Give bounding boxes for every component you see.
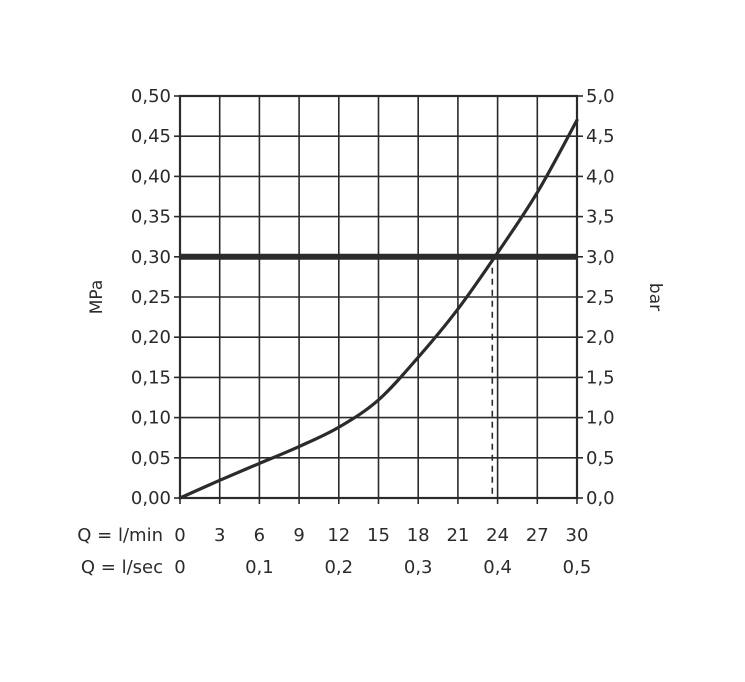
series-line-0 (178, 118, 579, 500)
y-tick-label-left: 0,50 (131, 86, 171, 107)
y-tick-label-left: 0,25 (131, 287, 171, 308)
x-tick-label-primary: 18 (407, 525, 430, 546)
y-tick-label-left: 0,00 (131, 488, 171, 509)
y-axis-title-right: bar (645, 283, 665, 311)
x-tick-label-primary: 27 (526, 525, 549, 546)
tick-label-layer: 0,000,050,100,150,200,250,300,350,400,45… (131, 86, 615, 578)
y-tick-label-left: 0,35 (131, 207, 171, 228)
y-tick-label-right: 2,0 (586, 327, 615, 348)
x-tick-label-primary: 0 (174, 525, 185, 546)
plot-frame (178, 94, 579, 500)
y-tick-label-right: 1,0 (586, 408, 615, 429)
y-tick-label-left: 0,40 (131, 166, 171, 187)
x-tick-label-secondary: 0,1 (245, 557, 274, 578)
y-tick-label-right: 1,5 (586, 367, 615, 388)
x-axis-title-primary: Q = l/min (77, 525, 163, 546)
x-tick-label-primary: 24 (486, 525, 509, 546)
y-tick-label-left: 0,05 (131, 448, 171, 469)
y-tick-label-right: 5,0 (586, 86, 615, 107)
x-tick-label-primary: 15 (367, 525, 390, 546)
x-tick-label-primary: 9 (293, 525, 304, 546)
y-tick-label-right: 4,5 (586, 126, 615, 147)
y-tick-label-right: 3,5 (586, 207, 615, 228)
y-tick-label-right: 0,5 (586, 448, 615, 469)
x-tick-label-primary: 3 (214, 525, 225, 546)
y-tick-label-right: 2,5 (586, 287, 615, 308)
y-tick-label-left: 0,15 (131, 367, 171, 388)
x-tick-label-primary: 6 (254, 525, 265, 546)
x-tick-label-primary: 30 (566, 525, 589, 546)
x-tick-label-primary: 12 (327, 525, 350, 546)
x-tick-label-secondary: 0,2 (324, 557, 353, 578)
x-tick-label-secondary: 0 (174, 557, 185, 578)
grid (174, 95, 583, 504)
y-tick-label-left: 0,30 (131, 247, 171, 268)
x-axis-title-secondary: Q = l/sec (81, 557, 163, 578)
x-tick-label-secondary: 0,4 (483, 557, 512, 578)
x-tick-label-secondary: 0,3 (404, 557, 433, 578)
series-layer (178, 118, 579, 500)
y-tick-label-right: 4,0 (586, 166, 615, 187)
frame-layer (178, 94, 579, 500)
y-tick-label-right: 3,0 (586, 247, 615, 268)
y-axis-title-left: MPa (87, 280, 107, 315)
reference-layer (180, 253, 577, 498)
x-tick-label-primary: 21 (446, 525, 469, 546)
x-tick-label-secondary: 0,5 (563, 557, 592, 578)
y-tick-label-left: 0,20 (131, 327, 171, 348)
y-tick-label-left: 0,45 (131, 126, 171, 147)
y-tick-label-right: 0,0 (586, 488, 615, 509)
y-tick-label-left: 0,10 (131, 408, 171, 429)
